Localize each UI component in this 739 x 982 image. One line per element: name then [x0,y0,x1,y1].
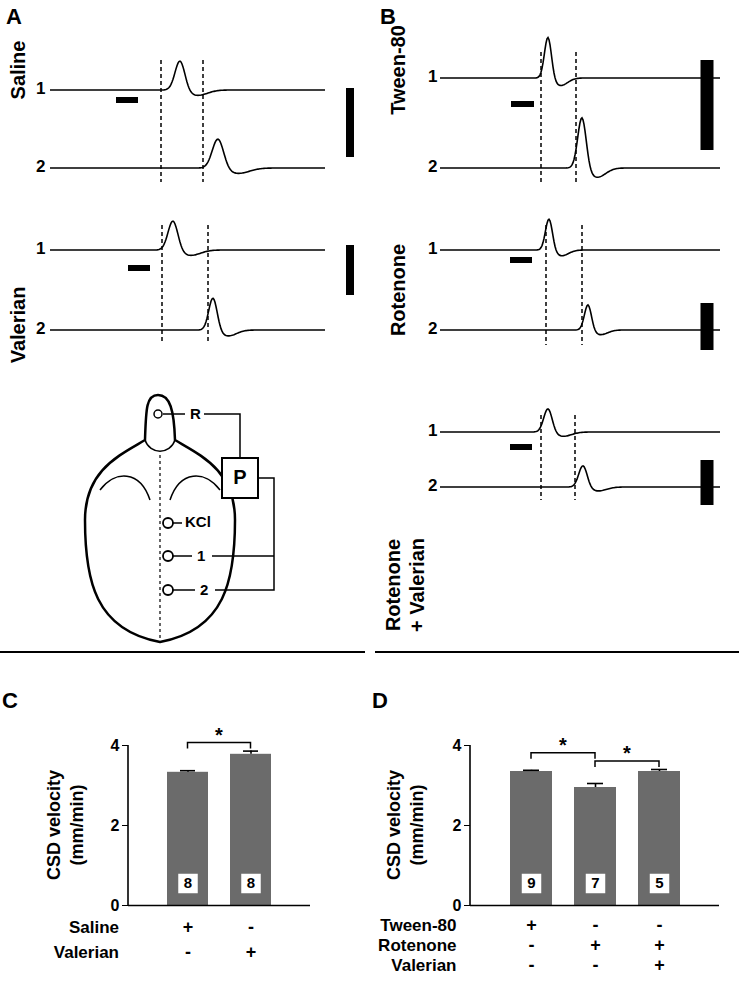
svg-text:2: 2 [200,581,208,598]
svg-text:1: 1 [36,79,45,98]
svg-text:2: 2 [453,817,462,834]
svg-text:1: 1 [428,421,437,440]
svg-text:8: 8 [184,874,192,891]
svg-text:C: C [2,688,18,713]
svg-text:1: 1 [428,67,437,86]
svg-text:Valerian: Valerian [391,956,456,975]
svg-text:Valerian: Valerian [54,943,119,962]
svg-text:2: 2 [111,817,120,834]
svg-text:CSD velocity: CSD velocity [44,770,64,880]
svg-text:-: - [529,955,535,975]
svg-text:(mm/min): (mm/min) [67,784,87,865]
svg-text:R: R [190,405,201,422]
svg-text:+: + [246,942,257,962]
svg-text:B: B [380,4,396,29]
svg-text:+: + [654,935,665,955]
svg-text:5: 5 [655,874,663,891]
svg-text:Rotenone: Rotenone [382,539,404,631]
svg-text:P: P [233,466,246,488]
svg-text:A: A [6,4,22,29]
svg-text:CSD velocity: CSD velocity [384,770,404,880]
svg-text:Rotenone: Rotenone [378,936,456,955]
svg-text:2: 2 [36,157,45,176]
svg-text:+: + [183,917,194,937]
svg-text:-: - [248,917,254,937]
svg-text:*: * [559,734,567,756]
svg-text:-: - [593,915,599,935]
svg-text:-: - [529,935,535,955]
svg-text:+ Valerian: + Valerian [406,538,428,632]
svg-text:+: + [654,955,665,975]
svg-text:1: 1 [197,547,205,564]
svg-text:-: - [593,955,599,975]
svg-text:*: * [215,724,223,746]
svg-text:Saline: Saline [69,918,119,937]
svg-text:KCl: KCl [185,513,211,530]
svg-text:8: 8 [247,874,255,891]
svg-text:*: * [623,742,631,764]
svg-text:Valerian: Valerian [7,287,29,364]
svg-text:2: 2 [428,476,437,495]
svg-text:-: - [657,915,663,935]
svg-text:+: + [590,935,601,955]
svg-text:4: 4 [453,737,462,754]
svg-text:Saline: Saline [7,41,29,100]
svg-text:1: 1 [428,239,437,258]
svg-text:9: 9 [527,874,535,891]
svg-text:4: 4 [111,737,120,754]
svg-text:Tween-80: Tween-80 [387,25,409,115]
svg-text:D: D [372,688,388,713]
svg-text:2: 2 [428,157,437,176]
svg-text:0: 0 [111,897,120,914]
svg-text:-: - [185,942,191,962]
svg-text:Rotenone: Rotenone [387,244,409,336]
svg-text:+: + [526,915,537,935]
svg-text:2: 2 [36,319,45,338]
svg-text:7: 7 [591,874,599,891]
svg-text:0: 0 [453,897,462,914]
svg-text:(mm/min): (mm/min) [407,784,427,865]
svg-text:2: 2 [428,319,437,338]
svg-text:Tween-80: Tween-80 [380,916,456,935]
svg-text:1: 1 [36,239,45,258]
